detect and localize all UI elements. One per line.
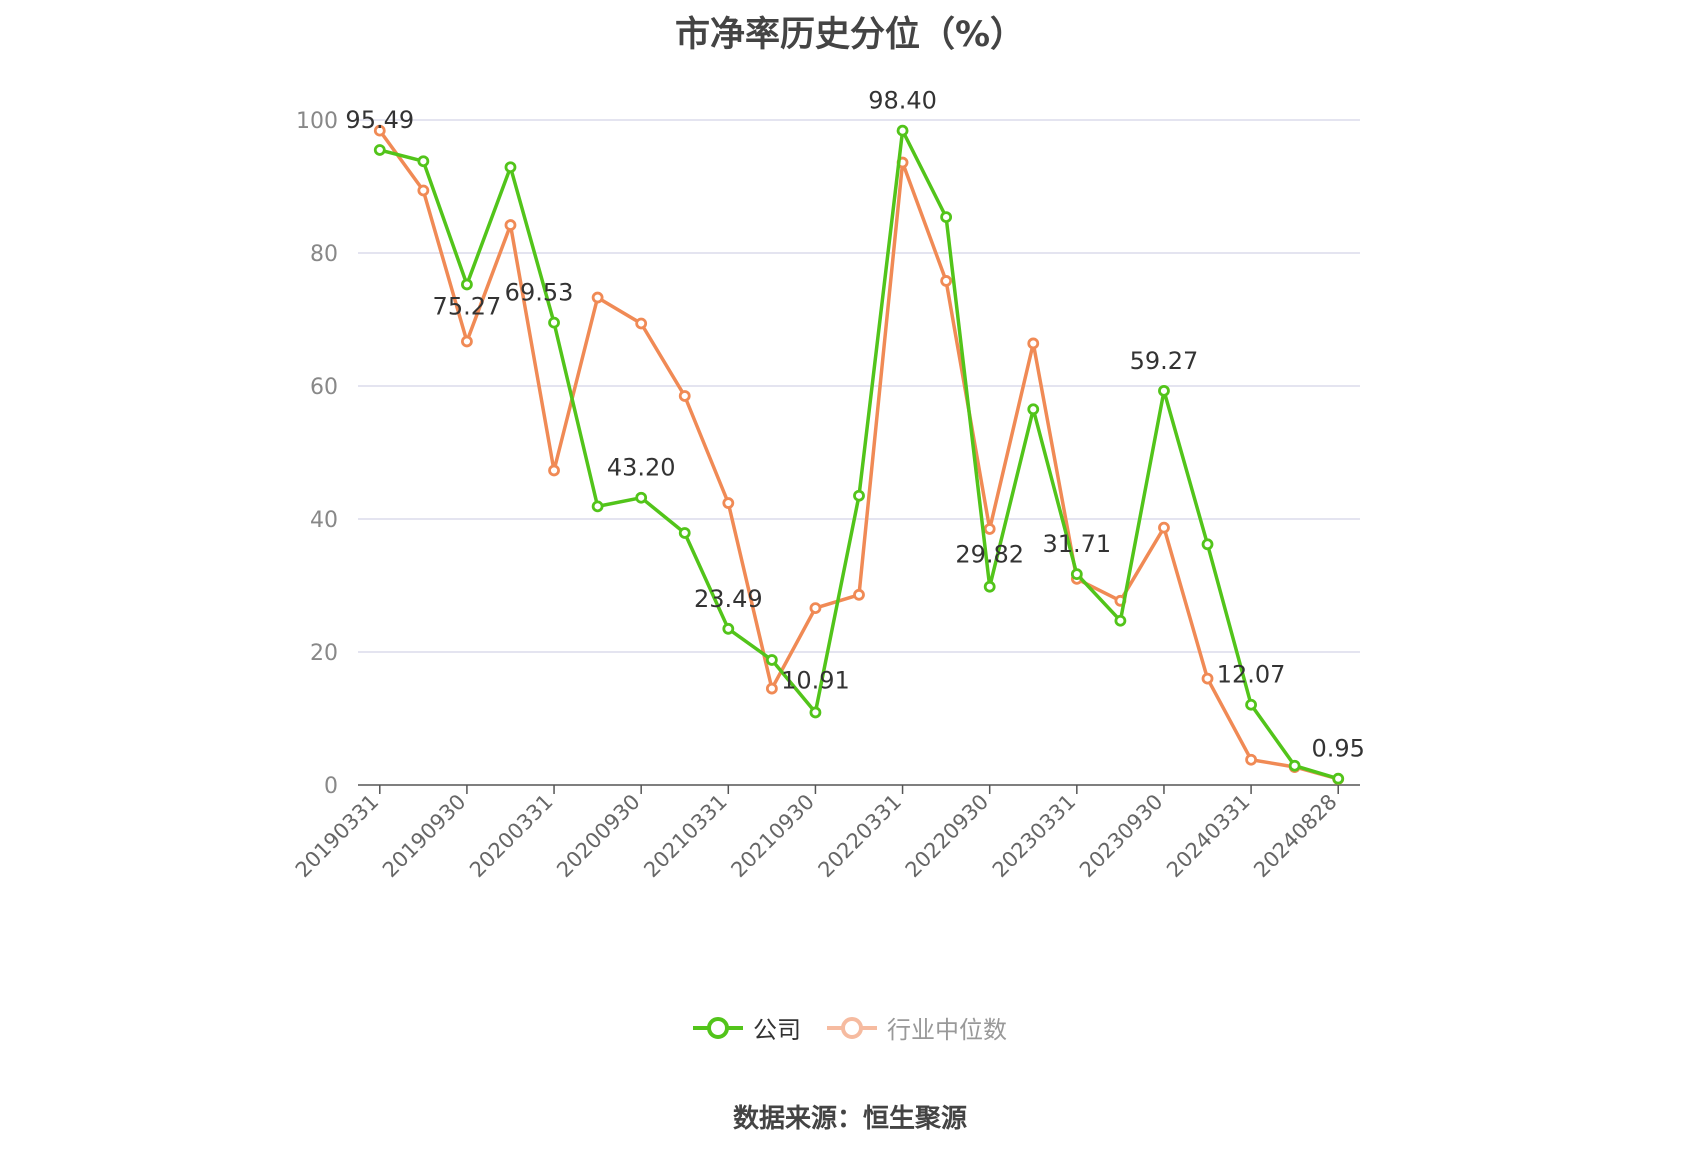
data-point (1245, 753, 1257, 766)
chart-title: 市净率历史分位（%） (674, 15, 1026, 55)
y-tick-label: 100 (296, 109, 338, 134)
data-point (983, 580, 996, 593)
series-company (373, 124, 1345, 785)
data-point (548, 316, 560, 329)
data-label: 12.07 (1217, 661, 1286, 689)
data-point (635, 317, 648, 330)
data-point (983, 523, 996, 535)
series-layer (373, 124, 1345, 785)
x-tick-label: 20200331 (465, 790, 558, 883)
data-point (1158, 521, 1170, 534)
data-point (373, 144, 386, 156)
data-label: 98.40 (868, 87, 937, 115)
data-label: 59.27 (1130, 347, 1199, 375)
x-tick-label: 20240828 (1249, 790, 1342, 883)
data-label: 29.82 (955, 541, 1024, 569)
series-industry (373, 124, 1345, 785)
x-tick-label: 20190331 (291, 790, 384, 883)
data-point (548, 464, 560, 477)
data-point (940, 211, 953, 223)
data-point (940, 275, 953, 287)
x-tick-label: 20220930 (901, 790, 994, 883)
x-tick-label: 20220331 (814, 790, 907, 883)
data-point (1027, 337, 1040, 350)
data-point (417, 184, 430, 197)
data-point (504, 219, 517, 231)
x-tick-label: 20230331 (988, 790, 1081, 883)
data-point (853, 489, 865, 502)
x-tick-label: 20190930 (378, 790, 471, 883)
data-point (1288, 759, 1301, 772)
data-point (678, 390, 691, 402)
y-tick-label: 60 (310, 375, 338, 400)
data-label: 0.95 (1311, 735, 1364, 763)
legend-item-industry[interactable]: 行业中位数 (827, 1010, 1007, 1045)
data-point (461, 335, 473, 348)
data-point (1332, 772, 1345, 785)
data-point (722, 497, 735, 509)
y-tick-label: 0 (324, 774, 338, 799)
data-point (765, 682, 778, 695)
data-point (1027, 403, 1040, 416)
x-tick-label: 20210331 (639, 790, 732, 883)
data-label: 95.49 (345, 106, 414, 134)
data-point (635, 491, 648, 504)
data-point (417, 155, 430, 168)
y-tick-label: 40 (310, 508, 338, 533)
axis-layer: 0 20 40 60 80 100 2019033120190930202003312020… (291, 109, 1360, 882)
data-label: 43.20 (607, 454, 676, 482)
series-line (378, 129, 1339, 781)
data-point (722, 622, 735, 635)
data-point (896, 124, 909, 137)
grid-layer (358, 119, 1360, 653)
data-point (1114, 614, 1127, 627)
data-label: 75.27 (433, 292, 502, 320)
legend: 公司 行业中位数 (0, 1010, 1700, 1045)
data-label: 69.53 (505, 279, 574, 307)
x-tick-label: 20200930 (552, 790, 645, 883)
data-point (1245, 698, 1257, 711)
data-label: 31.71 (1042, 530, 1111, 558)
x-tick-label: 20240331 (1162, 790, 1255, 883)
data-point (765, 654, 778, 666)
legend-company-line-icon (693, 1016, 743, 1039)
data-point (591, 500, 604, 513)
data-point (504, 161, 517, 174)
data-source-note: 数据来源：恒生聚源 (732, 1104, 967, 1134)
data-point (809, 706, 822, 719)
line-chart: 0 20 40 60 80 100 2019033120190930202003312020… (291, 87, 1365, 882)
y-tick-label: 80 (310, 242, 338, 267)
data-point (373, 124, 386, 137)
data-point (591, 291, 604, 304)
x-tick-label: 20210930 (726, 790, 819, 883)
data-label: 10.91 (781, 666, 850, 694)
data-point (1201, 538, 1214, 551)
legend-industry-line-icon (827, 1016, 877, 1039)
data-point (461, 278, 473, 291)
y-tick-label: 20 (310, 641, 338, 666)
data-point (809, 602, 822, 615)
legend-item-company[interactable]: 公司 (693, 1010, 801, 1045)
data-point (1201, 672, 1214, 685)
legend-label-company: 公司 (753, 1016, 801, 1044)
data-point (1070, 568, 1083, 581)
data-point (1158, 384, 1170, 397)
data-label: 23.49 (694, 585, 763, 613)
data-point (853, 588, 865, 601)
data-point (678, 527, 691, 539)
series-line (379, 128, 1339, 781)
data-label-layer: 95.49 75.27 69.53 43.20 23.49 10.91 98.40 29.82… (345, 87, 1365, 763)
legend-label-industry: 行业中位数 (887, 1016, 1007, 1044)
x-tick-label: 20230930 (1075, 790, 1168, 883)
